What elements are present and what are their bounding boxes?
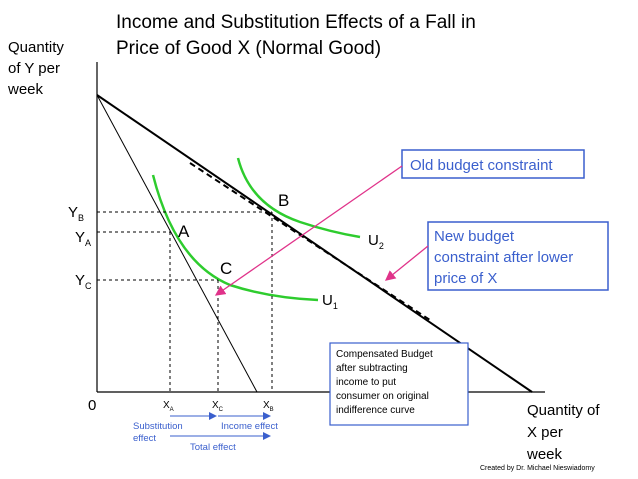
- main: U: [322, 292, 333, 309]
- main: Y: [68, 204, 78, 221]
- label-line: of Y per: [8, 60, 60, 77]
- guide-lines: [97, 211, 273, 392]
- sub: 2: [379, 241, 384, 251]
- callout-line: New budget: [434, 228, 515, 245]
- effect-label: Total effect: [190, 442, 236, 453]
- main: Y: [75, 229, 85, 246]
- main: X: [263, 400, 270, 411]
- origin: 0: [88, 397, 96, 414]
- curve-labels: U2 U1: [322, 232, 384, 311]
- x-label: XC: [212, 400, 224, 413]
- point-label: C: [220, 259, 232, 278]
- callout-line: Compensated Budget: [336, 349, 433, 360]
- sub: C: [85, 281, 92, 291]
- title-line: Income and Substitution Effects of a Fal…: [116, 12, 476, 33]
- y-labels: YB YA YC: [68, 204, 92, 291]
- title-line: Price of Good X (Normal Good): [116, 38, 381, 59]
- new-callout: New budget constraint after lower price …: [434, 228, 573, 287]
- main: X: [212, 400, 219, 411]
- y-label: YB: [68, 204, 84, 223]
- sub: C: [219, 407, 224, 413]
- indifference-curve-u2: [236, 157, 361, 239]
- effect-label: Substitution: [133, 421, 183, 432]
- indifference-curve-u1: [151, 174, 319, 302]
- effect-arrows: [170, 412, 271, 440]
- callout-line: after subtracting: [336, 363, 408, 374]
- compensated-budget-line: [189, 162, 431, 321]
- x-labels: XA XC XB: [163, 400, 274, 413]
- credit: Created by Dr. Michael Nieswiadomy: [480, 465, 595, 472]
- label-line: Quantity of: [527, 402, 600, 419]
- sub: A: [85, 238, 91, 248]
- label-line: week: [7, 81, 44, 98]
- old-budget-line: [96, 94, 258, 393]
- x-label: XB: [263, 400, 274, 413]
- y-axis-label: Quantity of Y per week: [7, 39, 64, 98]
- x-axis-label: Quantity of X per week: [526, 402, 600, 463]
- sub: A: [170, 407, 174, 413]
- title: Income and Substitution Effects of a Fal…: [116, 12, 476, 59]
- y-label: YC: [75, 272, 92, 291]
- callout-line: consumer on original: [336, 391, 429, 402]
- point-labels: A B C: [178, 191, 289, 278]
- effect-label: effect: [133, 433, 156, 444]
- main: X: [163, 400, 170, 411]
- callout-line: price of X: [434, 270, 497, 287]
- compensated-callout-box: [329, 342, 469, 426]
- point-label: B: [278, 191, 289, 210]
- new-callout-arrow: [384, 245, 429, 281]
- new-callout-box: [427, 221, 609, 291]
- y-label: YA: [75, 229, 91, 248]
- label-line: Quantity: [8, 39, 64, 56]
- callout-line: income to put: [336, 377, 396, 388]
- sub: B: [270, 407, 274, 413]
- effect-label: Income effect: [221, 421, 278, 432]
- label-line: X per: [527, 424, 563, 441]
- label-line: week: [526, 446, 563, 463]
- callout-line: constraint after lower: [434, 249, 573, 266]
- callout-line: indifference curve: [336, 405, 415, 416]
- compensated-callout: Compensated Budget after subtracting inc…: [336, 349, 433, 416]
- old-callout-box: [401, 149, 585, 179]
- sub: B: [78, 213, 84, 223]
- main: Y: [75, 272, 85, 289]
- point-label: A: [178, 222, 190, 241]
- main: U: [368, 232, 379, 249]
- old-callout-arrow: [214, 165, 403, 296]
- old-callout: Old budget constraint: [410, 157, 553, 174]
- curve-label: U1: [322, 292, 338, 311]
- x-label: XA: [163, 400, 174, 413]
- curve-label: U2: [368, 232, 384, 251]
- effect-labels: Substitution effect Income effect Total …: [133, 421, 278, 453]
- sub: 1: [333, 301, 338, 311]
